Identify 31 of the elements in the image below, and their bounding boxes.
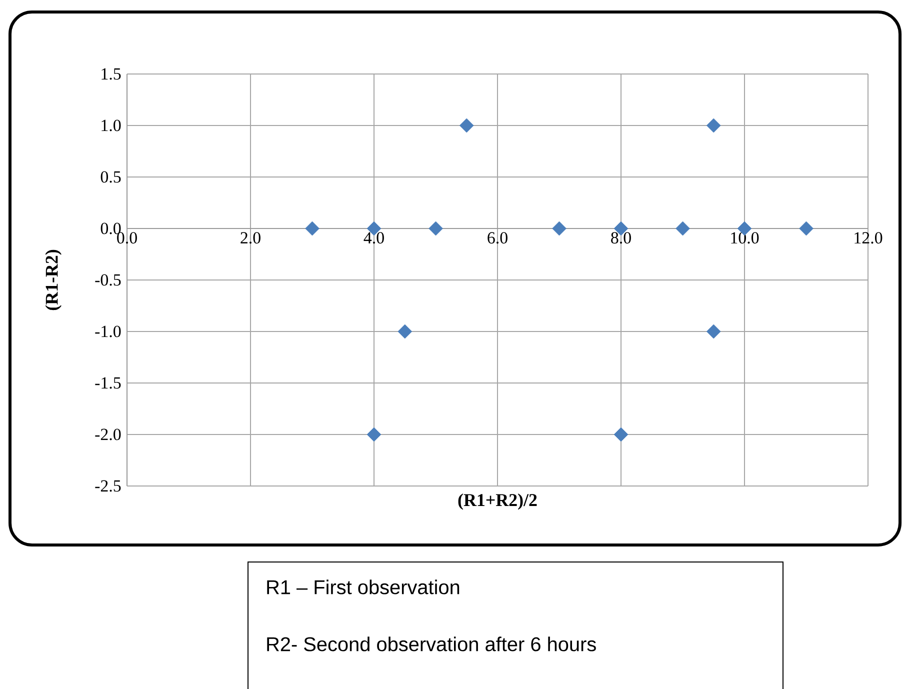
point — [614, 427, 628, 442]
point — [428, 221, 443, 236]
point — [398, 324, 412, 339]
y-tick-label: 1.5 — [102, 68, 121, 80]
x-tick-label: 2.0 — [240, 232, 260, 244]
point — [459, 118, 474, 133]
point — [676, 221, 690, 236]
x-tick-label: 0.0 — [117, 232, 137, 244]
point — [799, 221, 814, 236]
x-axis-title: (R1+R2)/2 — [458, 493, 537, 510]
x-tick-label: 4.0 — [364, 232, 384, 244]
y-axis-title: (R1-R2) — [45, 250, 62, 310]
point — [706, 324, 721, 339]
text: R1 – First observation — [267, 580, 460, 594]
x-tick-label: 8.0 — [611, 232, 631, 244]
x-tick-label: 10.0 — [731, 232, 759, 244]
y-tick-label: -1.5 — [95, 377, 121, 389]
y-tick-label: -2.0 — [95, 428, 121, 440]
text: R2- Second observation after 6 hours — [267, 636, 596, 652]
point — [706, 118, 721, 133]
x-tick-label: 6.0 — [488, 232, 508, 244]
y-tick-label: 0.5 — [100, 171, 121, 183]
y-tick-label: 0.0 — [100, 222, 121, 234]
y-tick-label: -1.0 — [95, 326, 121, 338]
point — [552, 221, 566, 236]
point — [366, 427, 382, 442]
x-tick-label: 12.0 — [854, 232, 882, 244]
y-tick-label: -2.5 — [95, 480, 121, 492]
point — [305, 221, 320, 236]
y-tick-label: -0.5 — [95, 274, 121, 286]
y-tick-label: 1.0 — [102, 120, 121, 132]
